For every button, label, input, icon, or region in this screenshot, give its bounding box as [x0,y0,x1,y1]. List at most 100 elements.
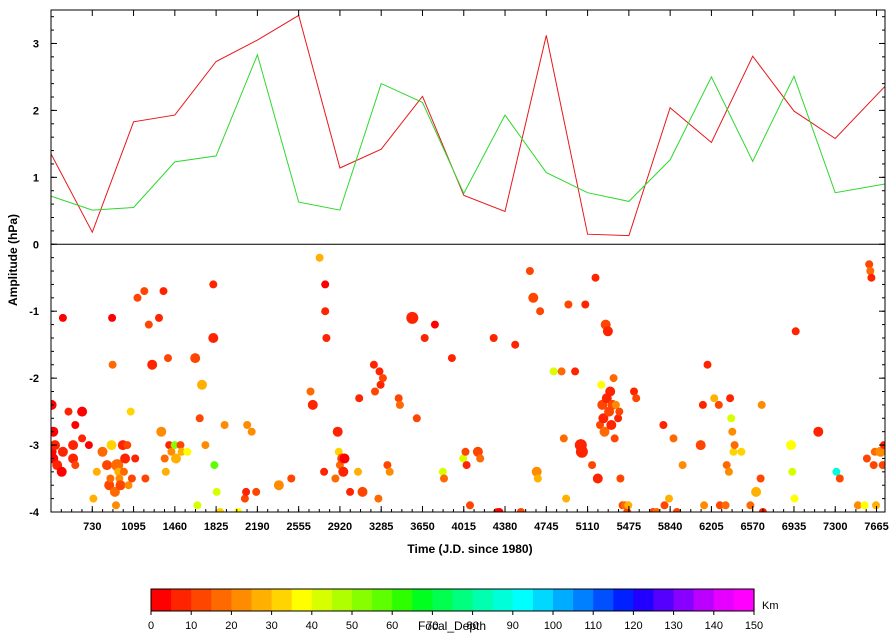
scatter-point [394,394,403,403]
colorbar-swatch [693,589,715,611]
colorbar-swatch [532,589,554,611]
scatter-point [64,407,73,416]
plot-area [50,14,886,512]
colorbar-swatch [593,589,614,611]
scatter-point [867,273,876,282]
scatter-point [160,454,169,463]
scatter-point [357,486,368,497]
colorbar-swatch [733,589,755,611]
scatter-point [140,287,149,296]
scatter-point [438,467,447,476]
scatter-point [865,260,874,269]
scatter-point [375,367,384,376]
y-axis-title: Amplitude (hPa) [6,214,20,306]
scatter-point [209,280,218,289]
scatter-point [369,360,378,369]
scatter-point [112,501,120,510]
scatter-point [378,374,387,383]
colorbar-tick-label: 110 [584,620,602,632]
scatter-point [459,454,468,463]
scatter-point [124,481,133,490]
scatter-point [872,501,880,510]
scatter-point [77,406,88,417]
scatter-point [332,426,343,437]
scatter-point [331,474,340,483]
scatter-point [165,441,174,450]
scatter-point [89,494,98,503]
colorbar-swatch [432,589,454,611]
scatter-point [385,467,394,476]
scatter-point [155,313,163,322]
scatter-point [395,400,404,409]
scatter-point [195,414,204,423]
scatter-point [144,320,153,329]
y-tick-label: 0 [33,239,39,251]
scatter-point [51,426,59,437]
scatter-point [462,461,471,470]
scatter-point [678,461,687,470]
y-tick-label: -2 [29,373,39,385]
scatter-point [108,313,117,322]
scatter-point [669,434,678,443]
scatter-point [461,447,470,456]
scatter-point [605,386,616,397]
scatter-point [728,427,737,436]
scatter-point [161,467,170,476]
scatter-point [164,354,172,363]
colorbar-swatch [372,589,393,611]
colorbar-tick-label: 90 [507,620,519,632]
scatter-point [126,407,135,416]
scatter-point [84,441,93,450]
scatter-point [791,327,800,336]
scatter-point [111,459,124,472]
scatter-point [751,486,762,497]
scatter-point [147,359,158,370]
scatter-point [724,467,733,476]
scatter-point [171,453,181,464]
scatter-point [598,413,609,424]
scatter-point [120,453,131,464]
scatter-group [51,253,885,512]
scatter-point [133,293,142,302]
colorbar-tick-label: 60 [386,620,398,632]
scatter-point [737,447,746,456]
x-tick-label: 7665 [864,521,888,533]
scatter-point [56,466,67,477]
scatter-point [320,467,329,476]
scatter-point [866,267,875,275]
scatter-point [672,508,681,512]
colorbar-swatch [271,589,293,611]
scatter-point [68,440,79,451]
colorbar-tick-label: 10 [185,620,197,632]
scatter-point [315,253,324,262]
colorbar-swatch [512,589,534,611]
scatter-point [114,467,123,476]
colorbar-swatch [553,589,574,611]
scatter-point [659,421,668,429]
scatter-point [602,326,613,337]
axes: 730 1095 1460 1825 2190 2555 2920 3285 3650 4015 4… [29,9,889,533]
scatter-point [703,360,712,369]
scatter-point [714,400,723,409]
x-tick-label: 1825 [204,521,228,533]
x-tick-label: 3285 [369,521,393,533]
colorbar-unit: Km [762,600,779,612]
scatter-point [242,487,251,496]
colorbar-swatch [713,589,735,611]
scatter-point [115,480,126,491]
colorbar: 0 10 20 30 40 50 60 70 80 90 100 110 120 130 140 150 [148,588,763,632]
scatter-point [354,467,362,476]
scatter-point [466,501,474,510]
scatter-point [183,447,192,456]
scatter-point [581,300,590,309]
scatter-point [119,467,128,476]
scatter-point [92,467,101,476]
scatter-point [208,333,219,343]
scatter-point [108,360,117,369]
x-tick-label: 2190 [245,521,269,533]
scatter-point [321,307,330,316]
scatter-point [383,461,392,470]
colorbar-swatch [633,589,655,611]
scatter-point [131,454,140,463]
